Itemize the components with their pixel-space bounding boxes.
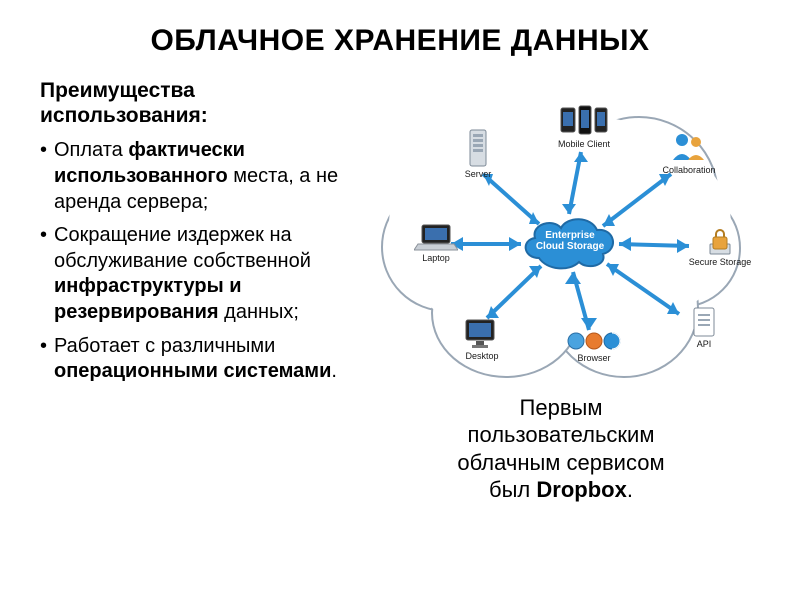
cloud-diagram: Enterprise Cloud Storage Server — [371, 74, 751, 384]
bullet-text-strong: инфраструктуры и резервирования — [54, 275, 242, 323]
list-item: Оплата фактически использованного места,… — [54, 138, 350, 215]
node-browser: Browser — [559, 330, 629, 363]
caption-line: Первым — [457, 394, 664, 421]
bullet-text-post: . — [331, 360, 337, 382]
diagram-column: Enterprise Cloud Storage Server — [362, 74, 760, 503]
doc-icon — [669, 306, 739, 338]
caption-post: . — [627, 477, 633, 502]
bullet-text-post: данных; — [219, 301, 299, 323]
list-item: Работает с различными операционными сист… — [54, 334, 350, 385]
node-server: Server — [443, 128, 513, 179]
node-label: Browser — [559, 354, 629, 363]
caption-strong: Dropbox — [536, 477, 626, 502]
diagram-caption: Первым пользовательским облачным сервисо… — [457, 394, 664, 503]
hub-label: Enterprise Cloud Storage — [517, 210, 623, 272]
node-label: Server — [443, 170, 513, 179]
bullet-text-pre: Оплата — [54, 139, 128, 161]
node-label: Secure Storage — [685, 258, 755, 267]
node-label: Laptop — [401, 254, 471, 263]
node-desktop: Desktop — [447, 316, 517, 361]
advantages-list: Оплата фактически использованного места,… — [40, 138, 350, 384]
caption-pre: был — [489, 477, 536, 502]
advantages-heading: Преимущества использования: — [40, 78, 350, 128]
mobile-icon — [549, 104, 619, 138]
node-secure: Secure Storage — [685, 224, 755, 267]
page-title: ОБЛАЧНОЕ ХРАНЕНИЕ ДАННЫХ — [40, 24, 760, 58]
browser-icon — [559, 330, 629, 352]
bullet-text-pre: Работает с различными — [54, 335, 275, 357]
node-laptop: Laptop — [401, 222, 471, 263]
people-icon — [654, 130, 724, 164]
desktop-icon — [447, 316, 517, 350]
hub-cloud: Enterprise Cloud Storage — [517, 210, 623, 272]
content-row: Преимущества использования: Оплата факти… — [40, 74, 760, 503]
node-label: API — [669, 340, 739, 349]
hub-label-line1: Enterprise — [536, 230, 604, 241]
hub-label-line2: Cloud Storage — [536, 241, 604, 252]
advantages-column: Преимущества использования: Оплата факти… — [40, 74, 350, 503]
node-label: Mobile Client — [549, 140, 619, 149]
node-api: API — [669, 306, 739, 349]
node-mobile: Mobile Client — [549, 104, 619, 149]
list-item: Сокращение издержек на обслуживание собс… — [54, 223, 350, 325]
bullet-text-pre: Сокращение издержек на обслуживание собс… — [54, 224, 311, 272]
lock-icon — [685, 224, 755, 256]
laptop-icon — [401, 222, 471, 252]
node-collaboration: Collaboration — [654, 130, 724, 175]
server-icon — [443, 128, 513, 168]
caption-line: пользовательским — [457, 421, 664, 448]
node-label: Collaboration — [654, 166, 724, 175]
bullet-text-strong: операционными системами — [54, 360, 331, 382]
caption-line: облачным сервисом — [457, 449, 664, 476]
caption-line: был Dropbox. — [457, 476, 664, 503]
node-label: Desktop — [447, 352, 517, 361]
